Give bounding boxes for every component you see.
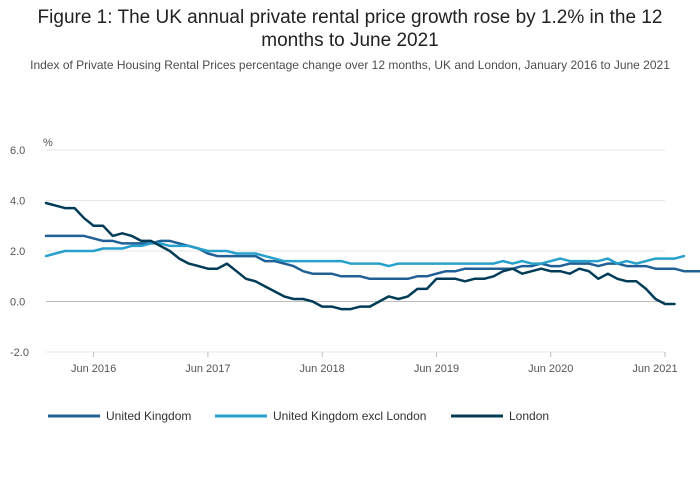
legend-label: United Kingdom excl London	[273, 409, 426, 423]
chart-subtitle: Index of Private Housing Rental Prices p…	[30, 58, 670, 72]
series-line-united-kingdom	[44, 234, 700, 281]
x-tick-label: Jun 2018	[300, 363, 345, 375]
x-tick-label: Jun 2016	[71, 363, 116, 375]
legend-label: London	[509, 409, 549, 423]
y-tick-label: 4.0	[10, 196, 25, 208]
legend-label: United Kingdom	[106, 409, 191, 423]
x-tick-label: Jun 2020	[528, 363, 573, 375]
legend: United Kingdom United Kingdom excl London…	[48, 409, 549, 423]
y-axis-label: %	[43, 137, 53, 149]
y-tick-label: 6.0	[10, 145, 25, 157]
chart-title: Figure 1: The UK annual private rental p…	[37, 7, 663, 51]
series-line-united-kingdom-excl-london	[44, 242, 686, 268]
x-tick-label: Jun 2017	[185, 363, 230, 375]
series-lines	[44, 201, 700, 311]
y-tick-label: 2.0	[10, 246, 25, 258]
x-tick-label: Jun 2021	[632, 363, 677, 375]
x-axis-ticks: Jun 2016 Jun 2017 Jun 2018 Jun 2019 Jun 2020…	[71, 352, 678, 375]
y-tick-label: 0.0	[10, 297, 25, 309]
y-axis-ticks: 6.0 4.0 2.0 0.0 -2.0	[10, 145, 29, 359]
series-line-london	[44, 201, 676, 311]
y-tick-label: -2.0	[10, 347, 29, 359]
grid-lines	[46, 149, 665, 353]
x-tick-label: Jun 2019	[414, 363, 459, 375]
